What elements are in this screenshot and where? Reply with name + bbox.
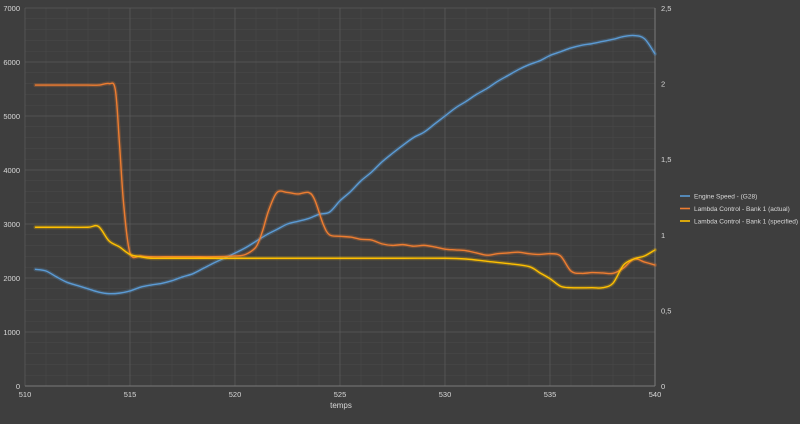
right-axis-tick-label: 0 bbox=[661, 382, 665, 391]
x-axis-tick-label: 525 bbox=[334, 390, 347, 399]
x-axis-label: temps bbox=[330, 401, 352, 410]
left-axis-tick-label: 2000 bbox=[3, 274, 20, 283]
legend: Engine Speed - (G28) Lambda Control - Ban… bbox=[680, 194, 798, 226]
left-axis-tick-labels: 0 1000 2000 3000 4000 5000 6000 7000 bbox=[3, 4, 20, 391]
left-axis-tick-label: 0 bbox=[16, 382, 20, 391]
left-axis-tick-label: 4000 bbox=[3, 166, 20, 175]
right-axis-tick-label: 2,5 bbox=[661, 4, 671, 13]
right-axis-tick-labels: 0 0,5 1 1,5 2 2,5 bbox=[661, 4, 671, 391]
legend-label: Engine Speed - (G28) bbox=[694, 194, 757, 201]
x-axis-tick-label: 530 bbox=[439, 390, 452, 399]
major-gridlines bbox=[24, 7, 656, 387]
right-axis-tick-label: 0,5 bbox=[661, 306, 671, 315]
x-axis-tick-label: 540 bbox=[649, 390, 662, 399]
lambda-actual-line bbox=[34, 82, 656, 275]
right-axis-tick-label: 2 bbox=[661, 80, 665, 89]
left-axis-tick-label: 7000 bbox=[3, 4, 20, 13]
left-axis-tick-label: 3000 bbox=[3, 220, 20, 229]
legend-label: Lambda Control - Bank 1 (specified) bbox=[694, 219, 798, 226]
series-lines bbox=[33, 33, 657, 296]
left-axis-tick-label: 1000 bbox=[3, 328, 20, 337]
x-axis-tick-labels: 510 515 520 525 530 535 540 bbox=[19, 390, 662, 399]
x-axis-tick-label: 535 bbox=[544, 390, 557, 399]
x-axis-tick-label: 520 bbox=[229, 390, 242, 399]
left-axis-tick-label: 6000 bbox=[3, 58, 20, 67]
x-axis-tick-label: 515 bbox=[124, 390, 137, 399]
legend-label: Lambda Control - Bank 1 (actual) bbox=[694, 206, 790, 213]
right-axis-tick-label: 1,5 bbox=[661, 155, 671, 164]
x-axis-tick-label: 510 bbox=[19, 390, 32, 399]
right-axis-tick-label: 1 bbox=[661, 231, 665, 240]
left-axis-tick-label: 5000 bbox=[3, 112, 20, 121]
lambda-specified-line bbox=[34, 224, 656, 289]
engine-speed-line bbox=[34, 34, 656, 295]
